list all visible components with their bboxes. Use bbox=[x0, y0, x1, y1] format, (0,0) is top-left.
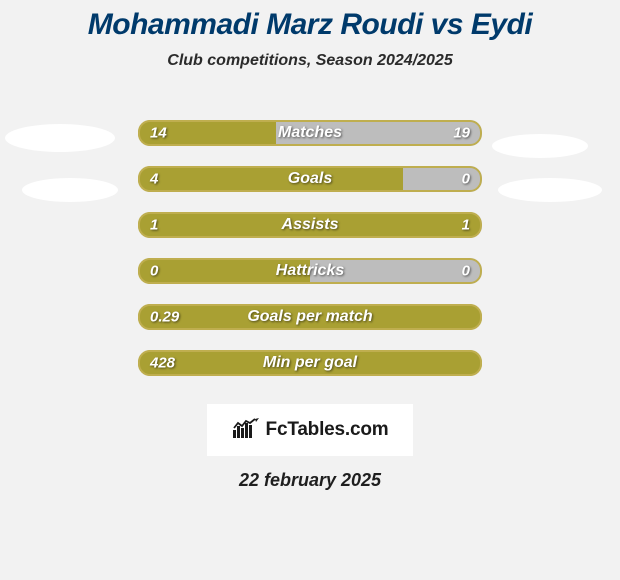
stat-row: 1 1 Assists bbox=[0, 202, 620, 248]
stat-label: Assists bbox=[282, 216, 339, 234]
logo-box: FcTables.com bbox=[207, 404, 413, 456]
stat-bar: 428 Min per goal bbox=[138, 350, 482, 376]
stat-value-left: 0.29 bbox=[150, 309, 179, 326]
stat-bar: 14 19 Matches bbox=[138, 120, 482, 146]
logo-text: FcTables.com bbox=[266, 419, 389, 441]
fctables-icon bbox=[232, 418, 260, 443]
stat-label: Goals per match bbox=[247, 308, 372, 326]
page-title: Mohammadi Marz Roudi vs Eydi bbox=[0, 8, 620, 42]
decorative-ellipse bbox=[22, 178, 118, 202]
stat-value-right: 19 bbox=[453, 125, 470, 142]
stat-value-left: 0 bbox=[150, 263, 158, 280]
date-label: 22 february 2025 bbox=[0, 470, 620, 491]
subtitle: Club competitions, Season 2024/2025 bbox=[0, 52, 620, 70]
stat-bar: 4 0 Goals bbox=[138, 166, 482, 192]
stat-bar: 0 0 Hattricks bbox=[138, 258, 482, 284]
stat-bar-right bbox=[480, 212, 482, 238]
stat-value-left: 428 bbox=[150, 355, 175, 372]
stat-value-left: 14 bbox=[150, 125, 167, 142]
stat-label: Hattricks bbox=[276, 262, 344, 280]
stat-row: 0.29 Goals per match bbox=[0, 294, 620, 340]
stat-value-right: 0 bbox=[462, 263, 470, 280]
stat-value-right: 0 bbox=[462, 171, 470, 188]
stat-bar: 0.29 Goals per match bbox=[138, 304, 482, 330]
stat-bar-left bbox=[138, 166, 403, 192]
stat-row: 428 Min per goal bbox=[0, 340, 620, 386]
stat-bar-right bbox=[403, 166, 482, 192]
stat-value-left: 4 bbox=[150, 171, 158, 188]
stat-value-right: 1 bbox=[462, 217, 470, 234]
stat-label: Matches bbox=[278, 124, 342, 142]
stat-row: 0 0 Hattricks bbox=[0, 248, 620, 294]
decorative-ellipse bbox=[492, 134, 588, 158]
stat-label: Goals bbox=[288, 170, 332, 188]
decorative-ellipse bbox=[5, 124, 115, 152]
stat-bar: 1 1 Assists bbox=[138, 212, 482, 238]
comparison-infographic: Mohammadi Marz Roudi vs Eydi Club compet… bbox=[0, 0, 620, 580]
stat-label: Min per goal bbox=[263, 354, 357, 372]
decorative-ellipse bbox=[498, 178, 602, 202]
stat-value-left: 1 bbox=[150, 217, 158, 234]
